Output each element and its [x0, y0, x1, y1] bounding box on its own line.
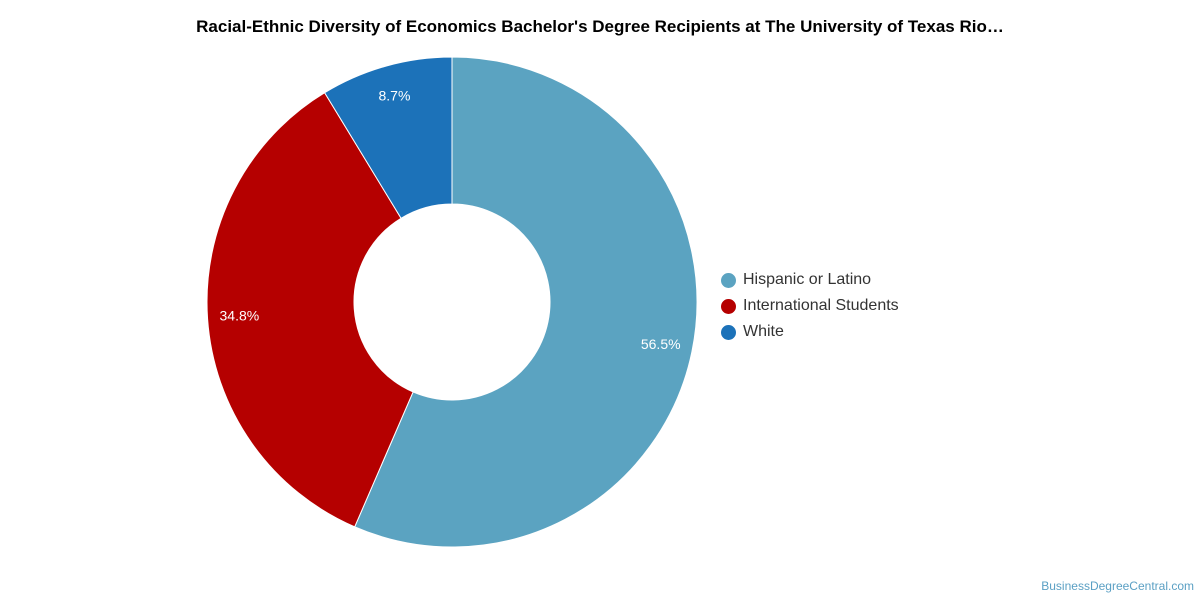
legend-item-hispanic-or-latino[interactable]: Hispanic or Latino: [721, 267, 899, 293]
legend-swatch: [721, 298, 736, 314]
legend-item-international-students[interactable]: International Students: [721, 293, 899, 319]
legend-label: Hispanic or Latino: [743, 271, 872, 288]
legend-label: International Students: [743, 297, 899, 314]
donut-slice-international-students[interactable]: [206, 92, 414, 528]
slice-value-label: 56.5%: [641, 336, 681, 352]
donut-slice-white[interactable]: [323, 56, 453, 219]
chart-title: Racial-Ethnic Diversity of Economics Bac…: [196, 17, 1004, 36]
legend-swatch: [721, 324, 736, 340]
legend-item-white[interactable]: White: [721, 319, 899, 345]
source-watermark[interactable]: BusinessDegreeCentral.com: [1041, 579, 1194, 593]
slice-value-label: 34.8%: [220, 307, 260, 323]
legend-label: White: [743, 323, 784, 340]
slice-value-label: 8.7%: [379, 87, 411, 103]
chart-legend: Hispanic or Latino International Student…: [721, 267, 899, 345]
legend-swatch: [721, 272, 736, 288]
donut-slice-hispanic-or-latino[interactable]: [354, 56, 698, 548]
